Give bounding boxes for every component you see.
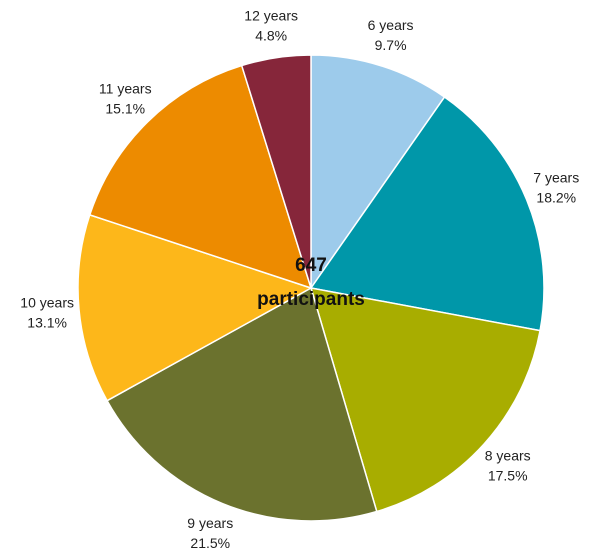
slice	[310, 54, 446, 291]
slice	[309, 95, 545, 332]
slice-category: 12 years	[244, 8, 298, 24]
slice	[309, 287, 541, 513]
slices	[77, 54, 545, 522]
center-total: 647	[295, 255, 327, 276]
slice-value: 9.7%	[375, 37, 407, 53]
slice-category: 7 years	[533, 169, 579, 185]
slice-value: 18.2%	[536, 189, 576, 205]
labels: 6 years 9.7% 7 years 18.2% 8 years 17.5% 9 yea…	[20, 8, 579, 551]
slice-value: 21.5%	[190, 535, 230, 551]
slice-category: 8 years	[485, 447, 531, 463]
slice-value: 17.5%	[488, 467, 528, 483]
slice	[77, 213, 313, 402]
slice-category: 6 years	[368, 17, 414, 33]
slice-category: 9 years	[187, 515, 233, 531]
slice-value: 15.1%	[105, 101, 145, 117]
slice	[106, 286, 378, 522]
slice-value: 13.1%	[27, 314, 67, 330]
slice-value: 4.8%	[255, 28, 287, 44]
slice-category: 10 years	[20, 294, 74, 310]
center-label: participants	[257, 289, 365, 310]
slice	[240, 54, 312, 289]
slice-category: 11 years	[99, 81, 152, 97]
slice	[88, 64, 313, 290]
